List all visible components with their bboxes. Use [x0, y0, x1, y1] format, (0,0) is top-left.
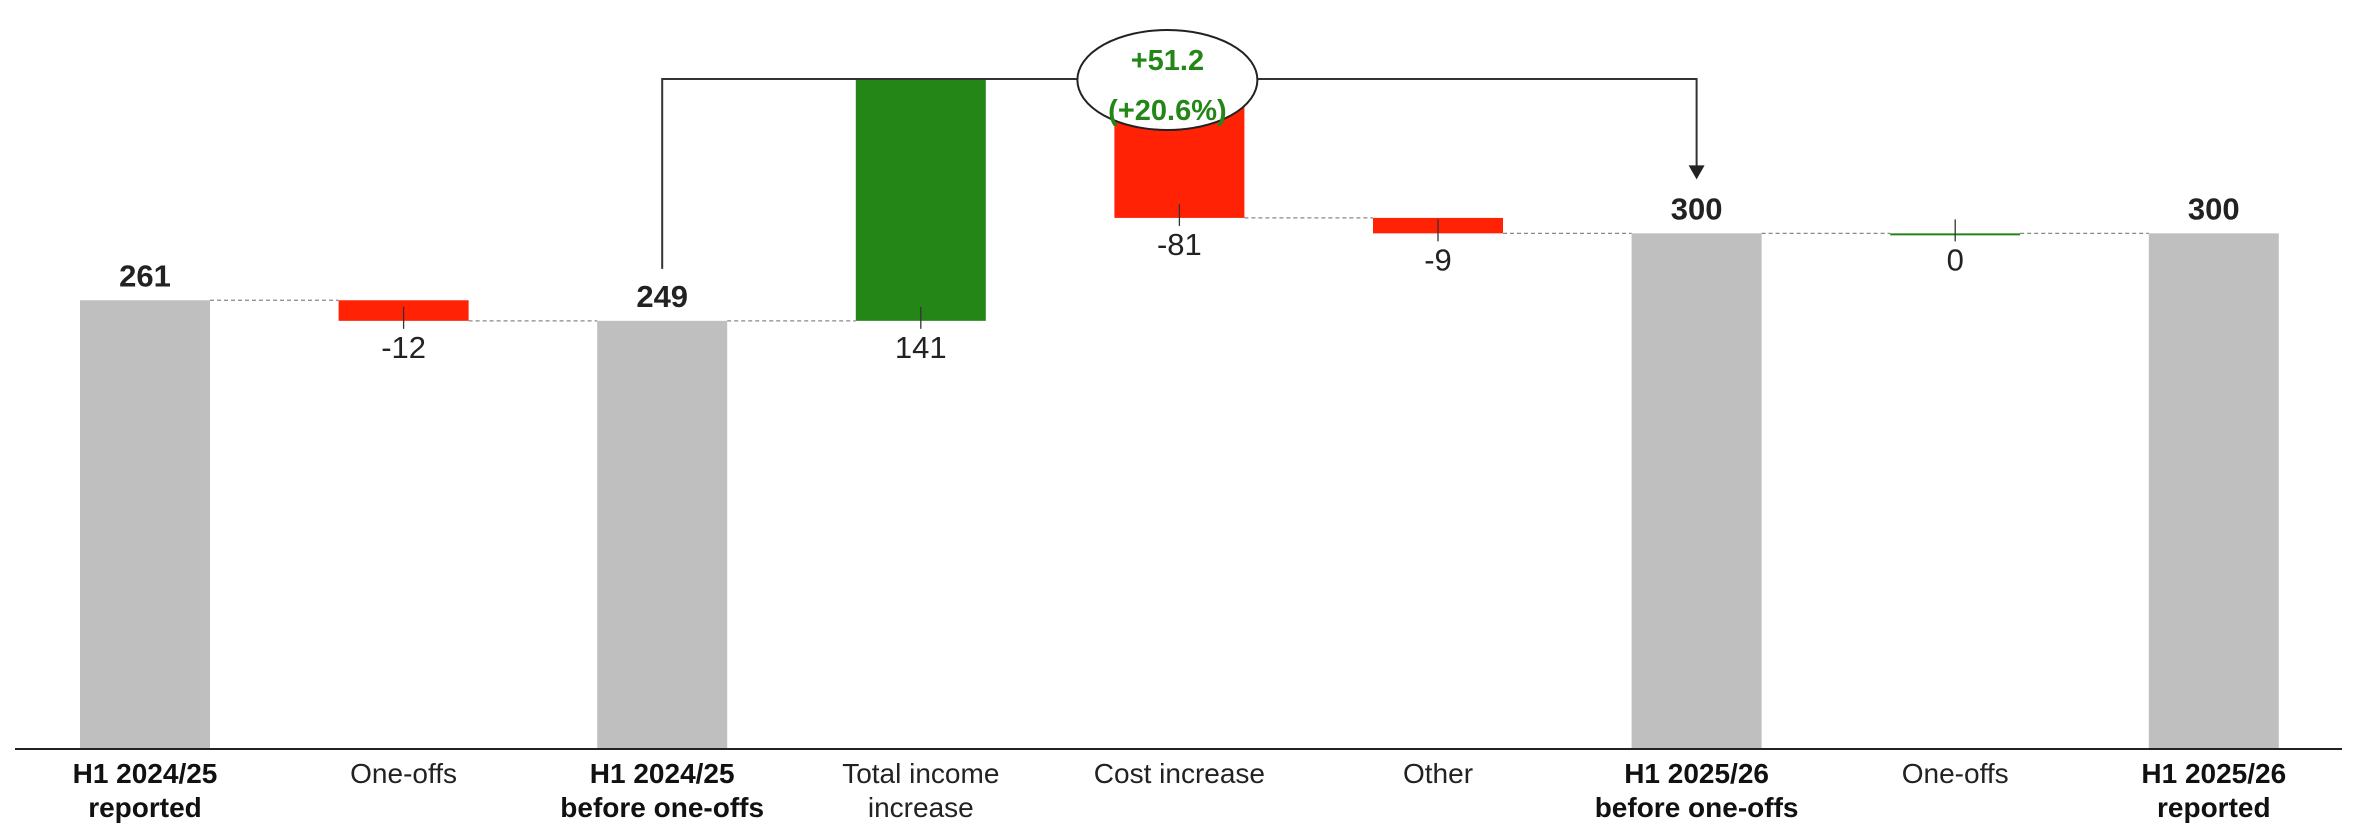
category-label: Other: [1318, 757, 1558, 791]
bar: [2148, 233, 2279, 749]
category-label: Total income increase: [801, 757, 1041, 825]
value-label: -81: [1157, 227, 1202, 262]
value-label: -12: [381, 330, 426, 365]
category-label-line: reported: [2157, 792, 2271, 823]
growth-bubble: [1076, 29, 1259, 131]
growth-percent-label: (+20.6%): [1108, 95, 1226, 127]
category-label-line: increase: [867, 792, 974, 823]
arrow-head-icon: [1688, 165, 1705, 180]
bar: [1631, 233, 1762, 749]
bar: [855, 78, 986, 321]
category-label-line: Cost increase: [1093, 758, 1265, 789]
value-label: 300: [1671, 191, 1723, 226]
category-label-line: reported: [88, 792, 202, 823]
category-label: H1 2025/26 before one-offs: [1577, 757, 1817, 825]
category-label: Cost increase: [1059, 757, 1299, 791]
category-label: H1 2025/26 reported: [2094, 757, 2334, 825]
category-label-line: H1 2024/25: [589, 758, 735, 789]
bar: [597, 320, 728, 748]
value-label: 261: [119, 258, 171, 293]
value-label: 300: [2188, 191, 2240, 226]
bar: [80, 300, 210, 748]
growth-connector-right: [1257, 78, 1698, 168]
category-label: One-offs: [1835, 757, 2075, 791]
growth-absolute-label: +51.2: [1131, 45, 1204, 77]
growth-connector-left: [661, 78, 1078, 269]
value-label: -9: [1424, 242, 1452, 277]
category-label-line: One-offs: [1901, 758, 2009, 789]
category-label-line: One-offs: [350, 758, 458, 789]
category-label-line: H1 2024/25: [72, 758, 218, 789]
category-label: One-offs: [284, 757, 524, 791]
category-label-line: Total income: [842, 758, 1000, 789]
category-label: H1 2024/25 before one-offs: [542, 757, 782, 825]
category-label-line: H1 2025/26: [1624, 758, 1769, 789]
category-label: H1 2024/25 reported: [25, 757, 265, 825]
category-label-line: H1 2025/26: [2141, 758, 2287, 789]
value-label: 249: [636, 279, 688, 314]
value-label: 0: [1947, 242, 1964, 277]
category-label-line: Other: [1402, 758, 1474, 789]
value-label: 141: [895, 330, 947, 365]
category-label-line: before one-offs: [560, 792, 765, 823]
category-label-line: before one-offs: [1594, 792, 1799, 823]
